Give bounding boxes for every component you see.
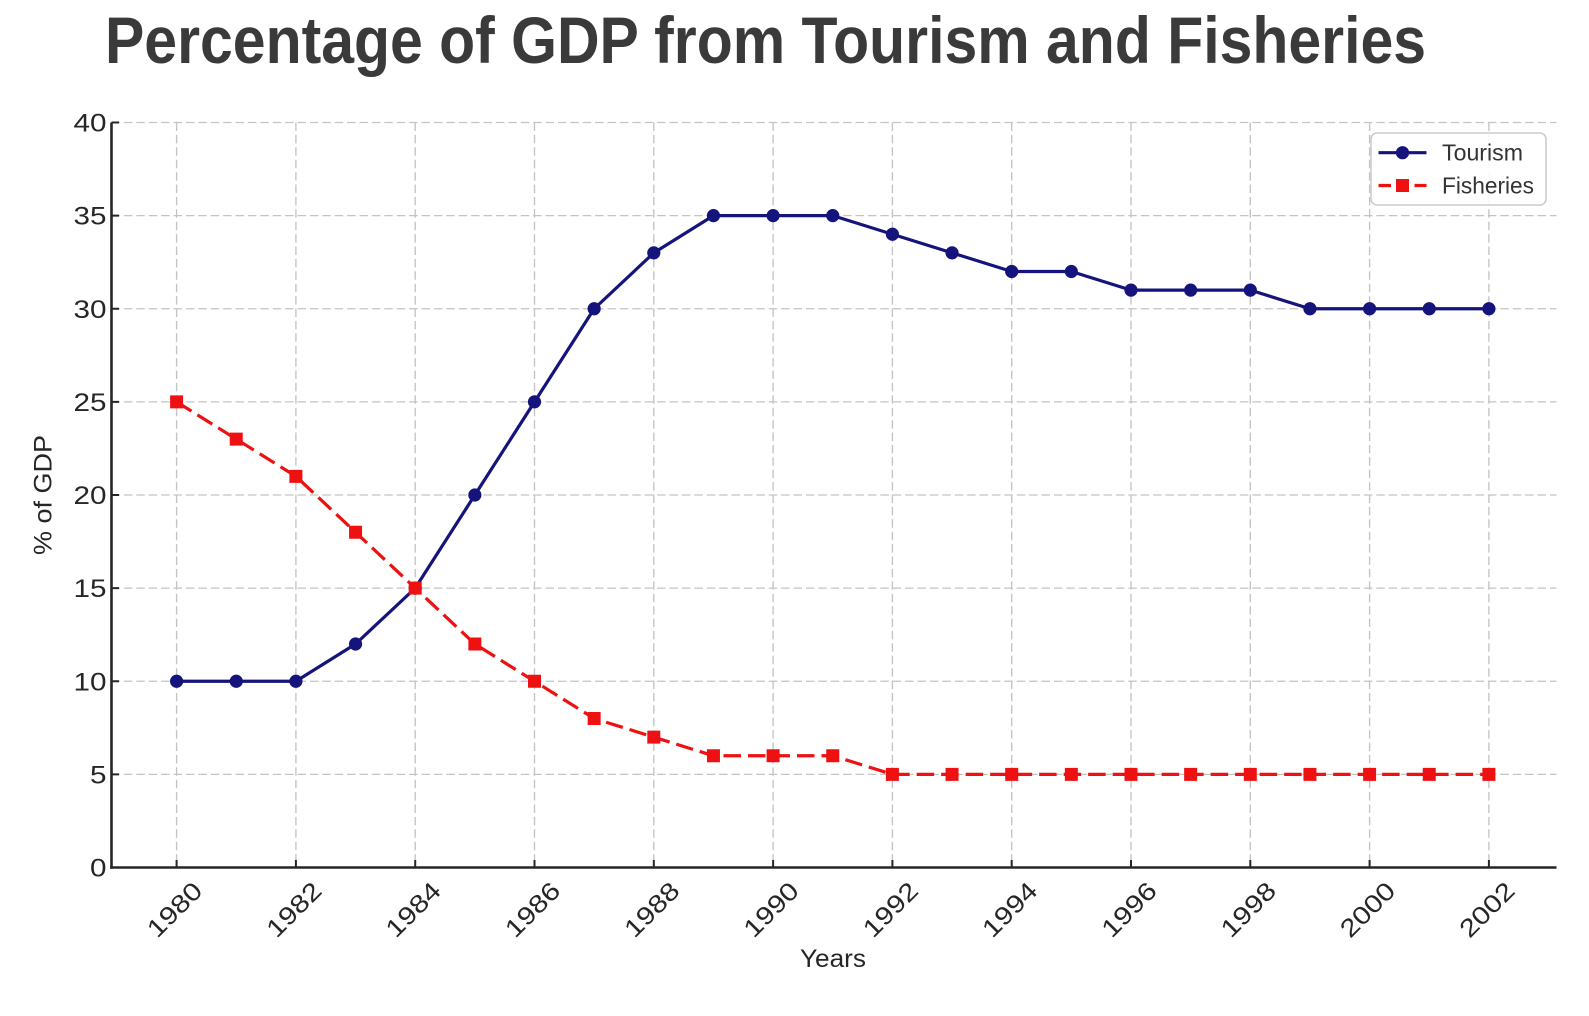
svg-text:Tourism: Tourism [1442,140,1523,166]
svg-text:0: 0 [90,855,107,883]
svg-text:10: 10 [74,668,107,696]
svg-text:% of GDP: % of GDP [30,435,58,555]
svg-text:Percentage of GDP from Tourism: Percentage of GDP from Tourism and Fishe… [105,3,1426,77]
svg-text:Years: Years [800,945,866,973]
svg-text:15: 15 [74,575,107,603]
svg-text:20: 20 [74,482,107,510]
svg-text:35: 35 [74,203,107,231]
svg-text:Fisheries: Fisheries [1442,172,1534,198]
svg-text:25: 25 [74,389,107,417]
svg-text:5: 5 [90,761,107,789]
svg-text:30: 30 [74,296,107,324]
svg-text:40: 40 [74,110,107,138]
